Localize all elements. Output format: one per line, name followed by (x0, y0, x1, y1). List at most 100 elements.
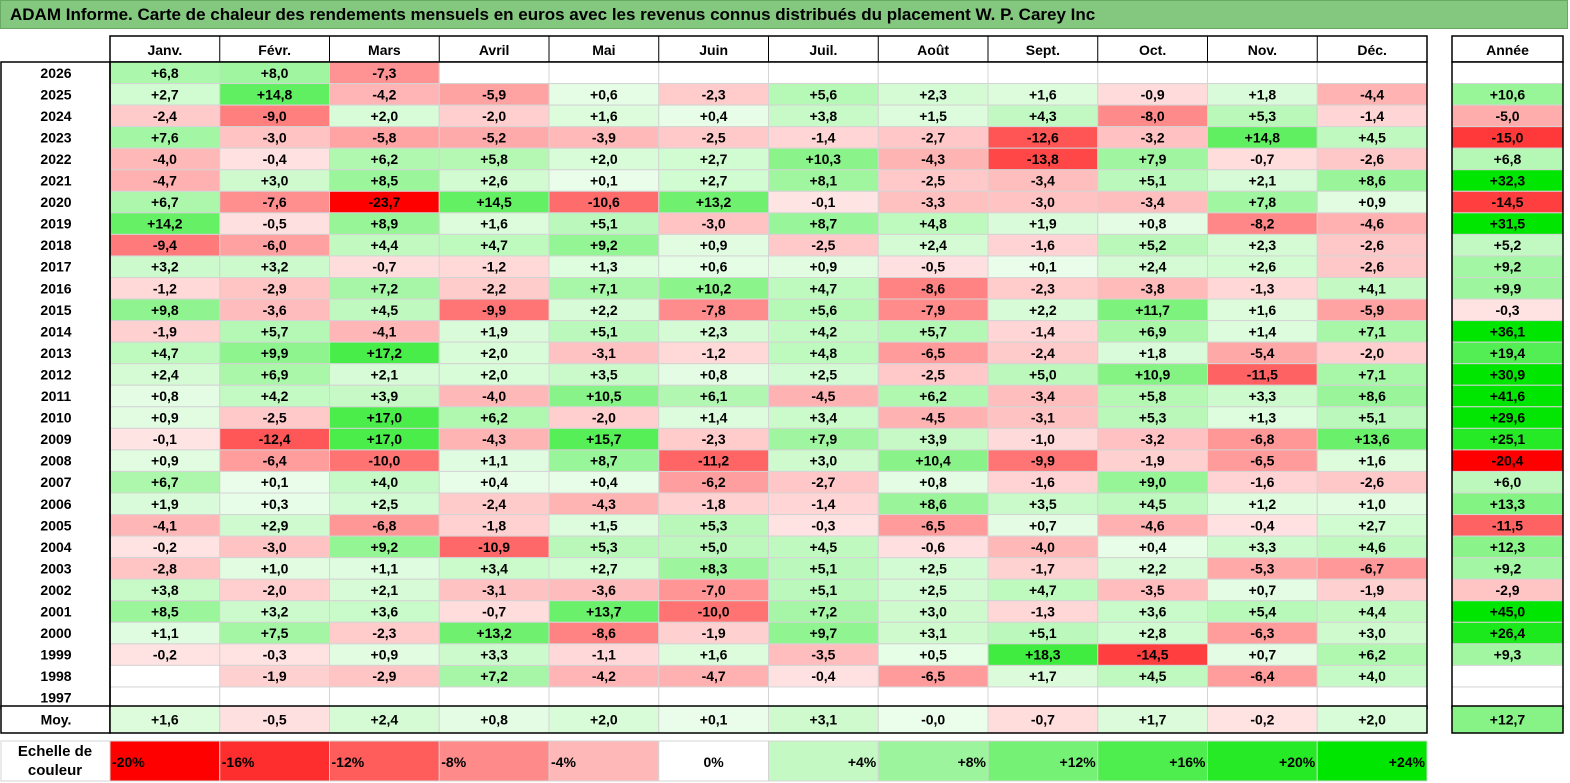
cell-value: +3,2 (151, 259, 179, 275)
cell-value: -0,2 (153, 647, 177, 663)
cell-value: -3,8 (1141, 280, 1165, 296)
cell-value: +1,1 (371, 560, 399, 576)
cell-value: -8,6 (592, 625, 616, 641)
cell-value: +6,7 (151, 194, 179, 210)
cell-value: -2,5 (811, 237, 835, 253)
row-year-label: 2023 (40, 129, 71, 145)
cell-value: +1,4 (1249, 323, 1277, 339)
cell-value: -5,3 (1250, 560, 1274, 576)
cell-value: -2,4 (482, 496, 506, 512)
cell-value: -1,0 (1031, 431, 1055, 447)
cell-value: +9,7 (810, 625, 838, 641)
cell-value: -11,5 (1247, 366, 1278, 382)
cell-value: +2,1 (1249, 173, 1277, 189)
cell-value: +1,6 (1358, 453, 1386, 469)
cell-value: +3,0 (1358, 625, 1386, 641)
cell-value: -5,9 (1360, 302, 1384, 318)
cell-value: -2,5 (921, 173, 945, 189)
cell-value: +4,3 (1029, 108, 1057, 124)
cell-value: +8,7 (590, 453, 618, 469)
average-value: +1,6 (151, 712, 179, 728)
cell-value: -0,7 (482, 604, 506, 620)
average-cell (658, 705, 769, 734)
cell-value: +7,9 (810, 431, 838, 447)
cell-value: +4,5 (1139, 496, 1167, 512)
cell-value: -10,6 (588, 194, 620, 210)
row-year-label: 2017 (40, 259, 71, 275)
cell-value: +8,9 (371, 216, 399, 232)
row-year-label: 2007 (40, 474, 71, 490)
cell-value: -3,3 (921, 194, 945, 210)
cell-value: +10,9 (1135, 366, 1171, 382)
cell-value: +0,9 (371, 647, 399, 663)
average-cell (219, 705, 330, 734)
average-value: -0,5 (263, 712, 287, 728)
annual-value: +13,3 (1490, 496, 1526, 512)
cell-value: -4,0 (482, 388, 506, 404)
cell-value: +4,4 (371, 237, 399, 253)
cell-value: -0,6 (921, 539, 945, 555)
color-scale-step: -4% (551, 754, 576, 770)
row-year-label: 2025 (40, 86, 71, 102)
cell-value: +8,1 (810, 173, 838, 189)
row-year-label: 2014 (40, 323, 71, 339)
cell-value: -2,6 (1360, 474, 1384, 490)
cell-value: +17,0 (367, 410, 403, 426)
cell-value: +17,0 (367, 431, 403, 447)
cell-value: +0,7 (1249, 647, 1277, 663)
cell-value: -0,7 (1250, 151, 1274, 167)
cell-value: +2,0 (371, 108, 399, 124)
month-header-7: Juil. (809, 42, 837, 58)
cell-value: +10,3 (806, 151, 842, 167)
color-scale-step: -8% (441, 754, 466, 770)
cell-value: -6,7 (1360, 560, 1384, 576)
heatmap-cell (768, 61, 879, 85)
cell-value: +4,5 (1139, 668, 1167, 684)
annual-value: +30,9 (1490, 366, 1526, 382)
chart-title: ADAM Informe. Carte de chaleur des rende… (10, 5, 1096, 24)
cell-value: -2,4 (153, 108, 177, 124)
cell-value: +5,0 (700, 539, 728, 555)
cell-value: +5,1 (810, 582, 838, 598)
heatmap-cell (877, 61, 989, 85)
month-header-1: Janv. (147, 42, 182, 58)
color-scale-step: 0% (704, 754, 725, 770)
cell-value: +5,1 (810, 560, 838, 576)
heatmap-cell (1207, 61, 1318, 85)
cell-value: -1,7 (1031, 560, 1055, 576)
cell-value: -1,4 (1031, 323, 1055, 339)
cell-value: -7,8 (702, 302, 726, 318)
cell-value: -1,9 (702, 625, 726, 641)
cell-value: +0,9 (1358, 194, 1386, 210)
cell-value: +5,3 (1249, 108, 1277, 124)
cell-value: +1,6 (590, 108, 618, 124)
cell-value: +7,2 (480, 668, 508, 684)
month-header-2: Févr. (258, 42, 291, 58)
cell-value: +1,7 (1029, 668, 1057, 684)
average-annual-value: +12,7 (1490, 712, 1526, 728)
annual-value: +26,4 (1490, 625, 1526, 641)
cell-value: +9,2 (371, 539, 399, 555)
cell-value: +0,9 (151, 453, 179, 469)
average-value: -0,0 (921, 712, 945, 728)
row-year-label: 2005 (40, 517, 71, 533)
cell-value: -5,9 (482, 86, 506, 102)
cell-value: -4,0 (153, 151, 177, 167)
cell-value: +2,7 (590, 560, 618, 576)
cell-value: +15,7 (586, 431, 622, 447)
month-header-11: Nov. (1248, 42, 1277, 58)
cell-value: +7,1 (590, 280, 618, 296)
row-year-label: 2003 (40, 560, 71, 576)
annual-value: +5,2 (1494, 237, 1522, 253)
cell-value: +2,7 (700, 173, 728, 189)
cell-value: +2,4 (151, 366, 179, 382)
cell-value: -4,6 (1360, 216, 1384, 232)
cell-value: -1,8 (482, 517, 506, 533)
cell-value: -6,5 (1250, 453, 1274, 469)
cell-value: -9,0 (263, 108, 287, 124)
month-header-3: Mars (368, 42, 401, 58)
cell-value: -4,7 (702, 668, 726, 684)
cell-value: +1,1 (151, 625, 179, 641)
annual-value: +19,4 (1490, 345, 1526, 361)
row-year-label: 2006 (40, 496, 71, 512)
